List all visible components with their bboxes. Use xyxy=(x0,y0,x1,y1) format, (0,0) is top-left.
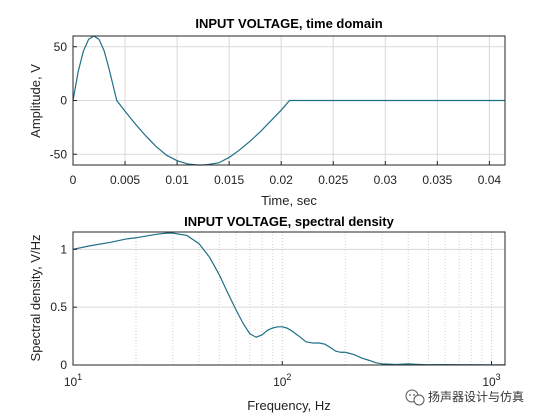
x-tick-label: 103 xyxy=(482,372,500,389)
wechat-icon xyxy=(405,389,425,406)
time-domain-title: INPUT VOLTAGE, time domain xyxy=(195,16,382,31)
y-tick-label: 1 xyxy=(60,242,67,256)
spectral-density-axes-box xyxy=(72,231,506,366)
x-tick-label: 102 xyxy=(273,372,291,389)
x-tick-label: 0.02 xyxy=(270,173,294,187)
watermark: 扬声器设计与仿真 xyxy=(405,389,524,406)
y-tick-label: 0.5 xyxy=(50,300,67,314)
x-tick-label: 0.005 xyxy=(110,173,140,187)
x-tick-label: 0.025 xyxy=(318,173,348,187)
x-tick-label: 0.015 xyxy=(214,173,244,187)
spectral-density-plot-area xyxy=(73,232,505,365)
time-domain-ticks: 0 0.005 0.01 0.015 0.02 0.025 0.03 0.035 0.04 -50… xyxy=(50,40,502,187)
time-domain-x-label: Time, sec xyxy=(261,193,317,208)
time-domain-series-line xyxy=(72,35,505,166)
watermark-text: 扬声器设计与仿真 xyxy=(428,389,524,404)
y-tick-label: 0 xyxy=(60,358,67,372)
x-tick-label: 0.04 xyxy=(478,173,502,187)
spectral-density-x-label: Frequency, Hz xyxy=(247,398,331,413)
spectral-density-title: INPUT VOLTAGE, spectral density xyxy=(184,214,394,229)
x-tick-label: 101 xyxy=(64,372,82,389)
time-domain-chart: INPUT VOLTAGE, time domain 0 0.005 0.01 0.0… xyxy=(28,16,506,208)
x-tick-label: 0.03 xyxy=(374,173,398,187)
spectral-density-series-line xyxy=(72,232,505,366)
y-tick-label: 0 xyxy=(60,94,67,108)
spectral-density-chart: INPUT VOLTAGE, spectral density 101 102 10… xyxy=(28,214,506,413)
spectral-density-y-label: Spectral density, V/Hz xyxy=(28,235,43,362)
y-tick-label: 50 xyxy=(54,40,68,54)
y-tick-label: -50 xyxy=(50,147,68,161)
x-tick-label: 0 xyxy=(70,173,77,187)
x-tick-label: 0.035 xyxy=(422,173,452,187)
spectral-density-ticks: 101 102 103 0 0.5 1 xyxy=(50,242,500,389)
x-tick-label: 0.01 xyxy=(165,173,189,187)
time-domain-y-label: Amplitude, V xyxy=(28,64,43,138)
